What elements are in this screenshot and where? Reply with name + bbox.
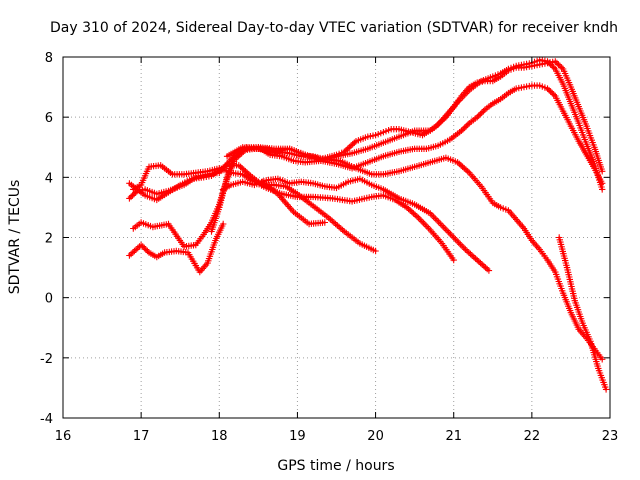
series-layer — [126, 56, 610, 393]
series-markers — [126, 220, 227, 276]
series-track-2 — [126, 145, 606, 363]
series-track-10 — [556, 234, 610, 393]
series-track-9 — [259, 178, 328, 228]
x-tick-label: 18 — [211, 429, 228, 444]
series-track-8 — [223, 56, 606, 193]
x-axis-label: GPS time / hours — [277, 458, 394, 474]
series-markers — [556, 234, 610, 393]
x-tick-label: 16 — [55, 429, 72, 444]
x-tick-label: 19 — [289, 429, 306, 444]
series-track-1 — [126, 220, 227, 276]
x-tick-label: 22 — [524, 429, 541, 444]
series-markers — [223, 56, 606, 193]
x-tick-label: 21 — [445, 429, 462, 444]
series-markers — [259, 178, 328, 228]
y-tick-label: 2 — [45, 232, 53, 247]
y-tick-label: -2 — [40, 352, 53, 367]
y-axis-label: SDTVAR / TECUs — [7, 180, 23, 295]
chart-title: Day 310 of 2024, Sidereal Day-to-day VTE… — [50, 20, 618, 36]
x-tick-label: 17 — [133, 429, 150, 444]
x-tick-label: 20 — [367, 429, 384, 444]
y-tick-label: -4 — [40, 412, 53, 427]
series-markers — [220, 175, 493, 274]
y-tick-label: 4 — [45, 171, 53, 186]
y-tick-label: 6 — [45, 111, 53, 126]
tick-layer: 16 17 18 19 20 21 22 23 -4 -2 0 2 4 6 8 — [40, 51, 618, 444]
y-tick-label: 0 — [45, 292, 53, 307]
y-tick-label: 8 — [45, 51, 53, 66]
x-tick-label: 23 — [602, 429, 619, 444]
